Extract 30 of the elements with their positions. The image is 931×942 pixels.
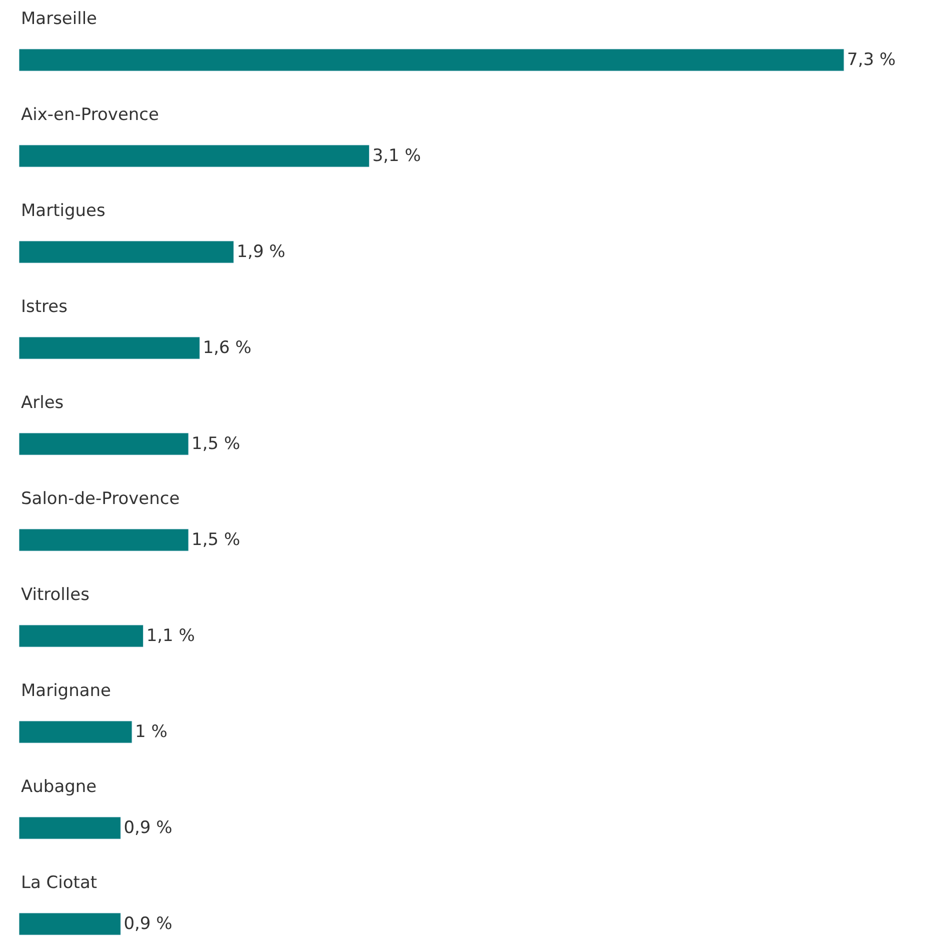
bar	[19, 912, 121, 936]
data-label: 7,3 %	[847, 50, 896, 70]
y-tick-label: La Ciotat	[21, 873, 98, 893]
data-label: 0,9 %	[124, 914, 172, 934]
y-tick-label: Salon-de-Provence	[21, 489, 180, 509]
y-tick-label: Aubagne	[21, 777, 97, 797]
y-tick-label: Marseille	[21, 9, 98, 29]
data-label: 1,6 %	[202, 338, 252, 358]
data-label: 3,1 %	[372, 146, 421, 166]
bar	[19, 336, 200, 360]
bar	[19, 528, 189, 552]
y-tick-label: Istres	[21, 297, 68, 317]
y-tick-label: Marignane	[21, 681, 112, 701]
y-tick-label: Arles	[21, 393, 64, 413]
data-label: 1,9 %	[236, 242, 286, 262]
bar	[19, 624, 144, 648]
y-tick-label: Martigues	[21, 201, 106, 221]
bar	[19, 48, 844, 72]
data-label: 1 %	[135, 722, 168, 742]
bar	[19, 144, 370, 168]
y-tick-label: Aix-en-Provence	[21, 105, 159, 125]
data-label: 0,9 %	[124, 818, 172, 838]
bar	[19, 432, 189, 456]
data-label: 1,1 %	[146, 626, 195, 646]
y-tick-label: Vitrolles	[21, 585, 90, 605]
bar	[19, 240, 234, 264]
data-label: 1,5 %	[192, 434, 240, 454]
bar	[19, 720, 132, 744]
bar	[19, 816, 121, 840]
data-label: 1,5 %	[192, 530, 240, 550]
